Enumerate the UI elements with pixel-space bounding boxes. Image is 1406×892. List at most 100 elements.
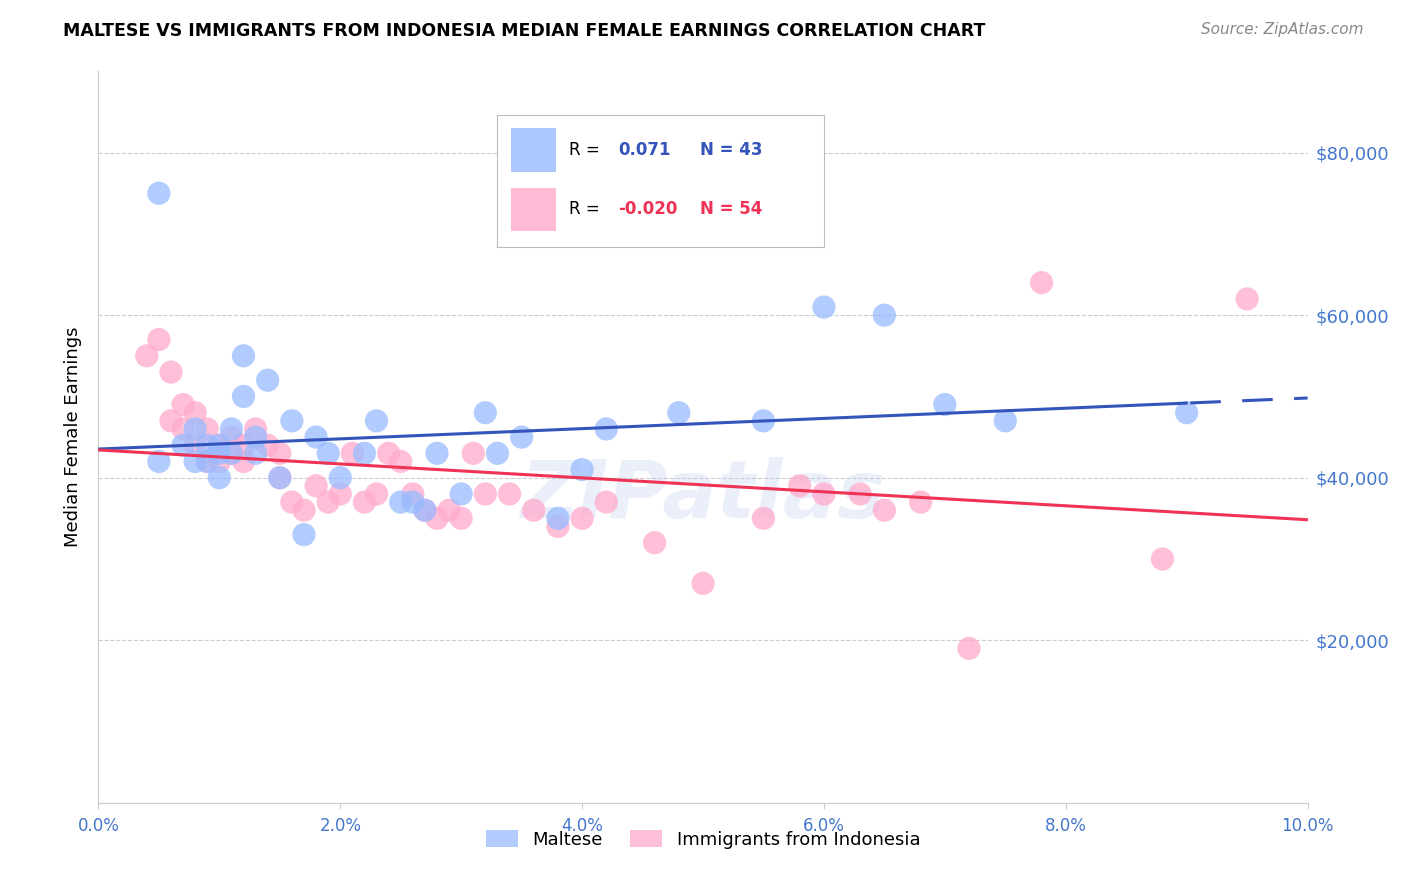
Maltese [873,308,896,322]
Maltese [547,511,569,525]
Maltese [281,414,304,428]
Maltese [426,446,449,460]
Immigrants from Indonesia [437,503,460,517]
Immigrants from Indonesia [523,503,546,517]
Immigrants from Indonesia [402,487,425,501]
Maltese [353,446,375,460]
Maltese [389,495,412,509]
Immigrants from Indonesia [873,503,896,517]
Immigrants from Indonesia [752,511,775,525]
Immigrants from Indonesia [547,519,569,533]
Maltese [172,438,194,452]
Immigrants from Indonesia [316,495,339,509]
Immigrants from Indonesia [208,454,231,468]
Immigrants from Indonesia [160,414,183,428]
Immigrants from Indonesia [305,479,328,493]
Immigrants from Indonesia [1152,552,1174,566]
Maltese [595,422,617,436]
Maltese [752,414,775,428]
Immigrants from Indonesia [644,535,666,549]
Maltese [148,454,170,468]
Immigrants from Indonesia [389,454,412,468]
Maltese [232,389,254,403]
Maltese [148,186,170,201]
Immigrants from Indonesia [957,641,980,656]
Maltese [221,446,243,460]
Immigrants from Indonesia [377,446,399,460]
Immigrants from Indonesia [232,454,254,468]
Maltese [366,414,388,428]
Maltese [232,349,254,363]
Immigrants from Indonesia [1236,292,1258,306]
Immigrants from Indonesia [160,365,183,379]
Immigrants from Indonesia [184,406,207,420]
Maltese [256,373,278,387]
Immigrants from Indonesia [450,511,472,525]
Immigrants from Indonesia [135,349,157,363]
Maltese [292,527,315,541]
Immigrants from Indonesia [172,398,194,412]
Maltese [195,438,218,452]
Immigrants from Indonesia [426,511,449,525]
Maltese [450,487,472,501]
Immigrants from Indonesia [789,479,811,493]
Maltese [510,430,533,444]
Immigrants from Indonesia [813,487,835,501]
Maltese [668,406,690,420]
Immigrants from Indonesia [221,430,243,444]
Maltese [208,471,231,485]
Maltese [245,446,267,460]
Maltese [195,454,218,468]
Maltese [413,503,436,517]
Immigrants from Indonesia [221,446,243,460]
Immigrants from Indonesia [292,503,315,517]
Maltese [208,446,231,460]
Text: ZIPatlas: ZIPatlas [520,457,886,534]
Immigrants from Indonesia [463,446,485,460]
Maltese [184,454,207,468]
Immigrants from Indonesia [329,487,352,501]
Maltese [329,471,352,485]
Immigrants from Indonesia [184,438,207,452]
Maltese [221,422,243,436]
Immigrants from Indonesia [474,487,496,501]
Immigrants from Indonesia [910,495,932,509]
Immigrants from Indonesia [208,438,231,452]
Legend: Maltese, Immigrants from Indonesia: Maltese, Immigrants from Indonesia [478,822,928,856]
Immigrants from Indonesia [281,495,304,509]
Maltese [305,430,328,444]
Text: MALTESE VS IMMIGRANTS FROM INDONESIA MEDIAN FEMALE EARNINGS CORRELATION CHART: MALTESE VS IMMIGRANTS FROM INDONESIA MED… [63,22,986,40]
Immigrants from Indonesia [571,511,593,525]
Immigrants from Indonesia [195,422,218,436]
Immigrants from Indonesia [148,333,170,347]
Maltese [269,471,291,485]
Maltese [934,398,956,412]
Maltese [245,430,267,444]
Maltese [208,438,231,452]
Immigrants from Indonesia [692,576,714,591]
Maltese [474,406,496,420]
Immigrants from Indonesia [413,503,436,517]
Text: Source: ZipAtlas.com: Source: ZipAtlas.com [1201,22,1364,37]
Immigrants from Indonesia [269,471,291,485]
Immigrants from Indonesia [353,495,375,509]
Maltese [486,446,509,460]
Y-axis label: Median Female Earnings: Median Female Earnings [65,326,83,548]
Immigrants from Indonesia [366,487,388,501]
Immigrants from Indonesia [232,438,254,452]
Immigrants from Indonesia [245,422,267,436]
Immigrants from Indonesia [195,454,218,468]
Immigrants from Indonesia [595,495,617,509]
Immigrants from Indonesia [1031,276,1053,290]
Maltese [994,414,1017,428]
Immigrants from Indonesia [256,438,278,452]
Maltese [402,495,425,509]
Maltese [813,300,835,314]
Immigrants from Indonesia [498,487,520,501]
Immigrants from Indonesia [172,422,194,436]
Maltese [316,446,339,460]
Immigrants from Indonesia [849,487,872,501]
Maltese [1175,406,1198,420]
Maltese [571,462,593,476]
Immigrants from Indonesia [342,446,364,460]
